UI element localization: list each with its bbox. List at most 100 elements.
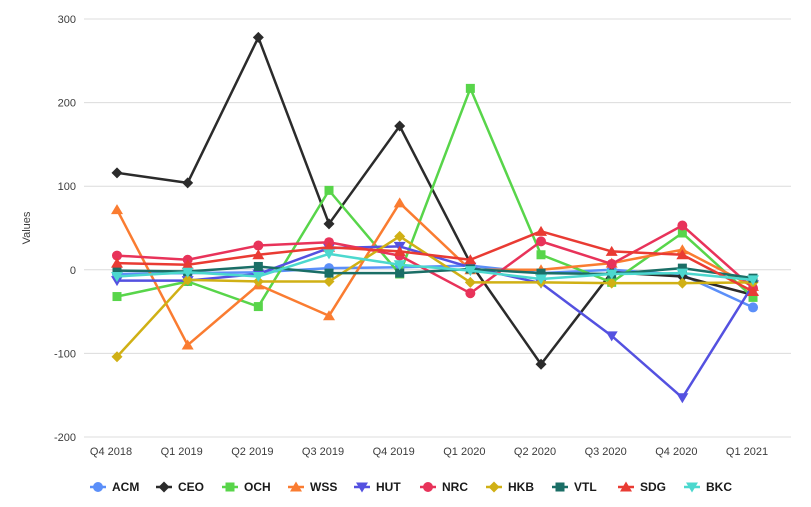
series-VTL-point (536, 268, 546, 278)
y-tick-label: 300 (58, 14, 76, 26)
series-NRC-point (606, 258, 617, 269)
legend-item-CEO[interactable]: CEO (156, 480, 204, 494)
y-tick-label: -100 (54, 348, 76, 360)
series-OCH-point (748, 292, 758, 302)
series-BKC-point (111, 271, 123, 282)
series-CEO-point (394, 120, 406, 132)
series-BKC-point (323, 249, 336, 260)
x-tick-label: Q4 2018 (90, 446, 132, 458)
legend-item-BKC[interactable]: BKC (684, 480, 732, 494)
series-CEO-line (115, 36, 755, 366)
x-axis-labels: Q4 2018 Q1 2019 Q2 2019 Q3 2019 Q4 2019 Q1 20… (90, 446, 768, 458)
series-WSS-line (115, 201, 755, 347)
series-SDG-point (676, 249, 689, 260)
legend-NRC-marker-icon (423, 482, 433, 492)
series-HUT-point (605, 331, 618, 342)
legend-item-label: BKC (706, 480, 732, 494)
series-HKB-point (394, 230, 406, 242)
legend-HUT-marker-icon (356, 482, 368, 493)
series-NRC-point (465, 288, 476, 299)
series-WSS-point (676, 244, 689, 255)
legend-item-HUT[interactable]: HUT (354, 480, 401, 494)
y-tick-label: -200 (54, 432, 76, 444)
series-VTL-point (395, 268, 405, 278)
series-SDG-point (323, 241, 336, 252)
series-BKC-line (115, 252, 755, 282)
series-CEO-point (111, 167, 123, 179)
grid-layer: 300 200 100 0 -100 -200 (54, 14, 791, 444)
x-tick-label: Q2 2019 (231, 446, 273, 458)
legend-item-WSS[interactable]: WSS (288, 480, 337, 494)
series-VTL-point (324, 268, 334, 278)
x-tick-label: Q3 2019 (302, 446, 344, 458)
series-SDG-point (464, 254, 477, 265)
series-HKB-point (323, 276, 335, 288)
series-SDG-line (115, 230, 755, 293)
series-BKC-point (747, 275, 760, 286)
series-CEO-point (535, 358, 547, 370)
series-SDG-point (535, 225, 548, 236)
series-OCH-point (253, 302, 263, 312)
legend-WSS-marker-icon (290, 481, 302, 492)
y-tick-label: 0 (70, 265, 76, 277)
series-NRC-point (253, 240, 264, 251)
series-SDG-point (747, 286, 760, 297)
legend-item-label: CEO (178, 480, 204, 494)
x-tick-label: Q1 2020 (443, 446, 485, 458)
series-OCH (112, 83, 758, 312)
legend-item-label: HUT (376, 480, 401, 494)
legend-SDG-marker-icon (620, 481, 632, 492)
legend-BKC-marker-icon (686, 482, 698, 493)
y-axis-title: Values (21, 211, 33, 244)
series-NRC-line (115, 224, 755, 295)
series-OCH-point (677, 228, 687, 238)
legend-item-ACM[interactable]: ACM (90, 480, 139, 494)
series-NRC-point (112, 250, 122, 261)
series-VTL-point (253, 261, 263, 271)
series-BKC (111, 249, 760, 286)
legend: ACM CEO OCH WSS HUT NRC HKB VTL SDG BKC (90, 480, 732, 494)
x-tick-label: Q2 2020 (514, 446, 556, 458)
legend-HKB-marker-icon (488, 481, 500, 493)
series-WSS-point (323, 310, 336, 321)
series-BKC-point (535, 274, 548, 285)
series-SDG-point (393, 245, 406, 256)
y-tick-label: 100 (58, 181, 76, 193)
series-ACM-point (748, 302, 759, 313)
x-tick-label: Q1 2019 (161, 446, 203, 458)
series-SDG (111, 225, 760, 297)
legend-item-SDG[interactable]: SDG (618, 480, 666, 494)
series-WSS-point (393, 197, 406, 208)
legend-OCH-marker-icon (225, 482, 235, 492)
series-HKB (111, 230, 759, 363)
series-NRC-point (536, 236, 547, 247)
series-WSS-point (181, 339, 194, 350)
legend-item-HKB[interactable]: HKB (486, 480, 534, 494)
series-SDG-point (181, 259, 194, 270)
legend-item-label: HKB (508, 480, 534, 494)
series-OCH-point (465, 83, 475, 93)
legend-item-OCH[interactable]: OCH (222, 480, 271, 494)
x-tick-label: Q4 2020 (655, 446, 697, 458)
series-BKC-point (605, 269, 618, 280)
legend-item-label: ACM (112, 480, 139, 494)
series-HKB-point (676, 277, 688, 289)
series-WSS-point (111, 204, 123, 215)
series-BKC-point (252, 271, 265, 282)
x-tick-label: Q3 2020 (585, 446, 627, 458)
legend-item-NRC[interactable]: NRC (420, 480, 468, 494)
legend-item-label: NRC (442, 480, 468, 494)
series-VTL-line (115, 265, 755, 280)
series-layer (111, 31, 760, 404)
series-CEO-point (252, 31, 264, 43)
legend-item-VTL[interactable]: VTL (552, 480, 597, 494)
y-tick-label: 200 (58, 98, 76, 110)
series-SDG-point (252, 249, 265, 260)
series-CEO-point (182, 177, 194, 189)
series-BKC-point (464, 266, 477, 277)
legend-item-label: SDG (640, 480, 666, 494)
legend-ACM-marker-icon (93, 482, 103, 492)
series-CEO (111, 31, 759, 370)
